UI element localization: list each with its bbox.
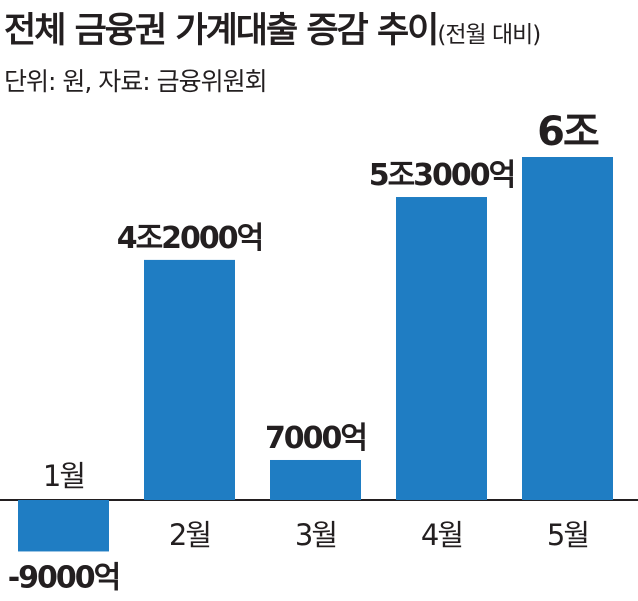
bar-2: [144, 259, 235, 500]
category-label-4: 4월: [421, 518, 462, 552]
category-label-1: 1월: [43, 459, 84, 493]
bar-1: [18, 500, 109, 552]
category-label-5: 5월: [547, 518, 588, 552]
value-label-3: 7000억: [265, 421, 366, 456]
value-label-1: -9000억: [8, 560, 120, 595]
bar-5: [522, 157, 613, 500]
category-label-2: 2월: [169, 518, 210, 552]
bar-4: [396, 197, 487, 500]
value-label-2: 4조2000억: [117, 221, 263, 256]
bar-3: [270, 459, 361, 500]
chart-title-sub: (전월 대비): [437, 22, 541, 48]
value-label-4: 5조3000억: [369, 158, 515, 193]
unit-and-source-note: 단위: 원, 자료: 금융위원회: [4, 67, 268, 96]
chart-title: 전체 금융권 가계대출 증감 추이(전월 대비): [4, 2, 541, 53]
chart-title-main: 전체 금융권 가계대출 증감 추이: [4, 11, 439, 51]
category-label-3: 3월: [295, 518, 336, 552]
value-label-5: 6조: [537, 109, 599, 155]
